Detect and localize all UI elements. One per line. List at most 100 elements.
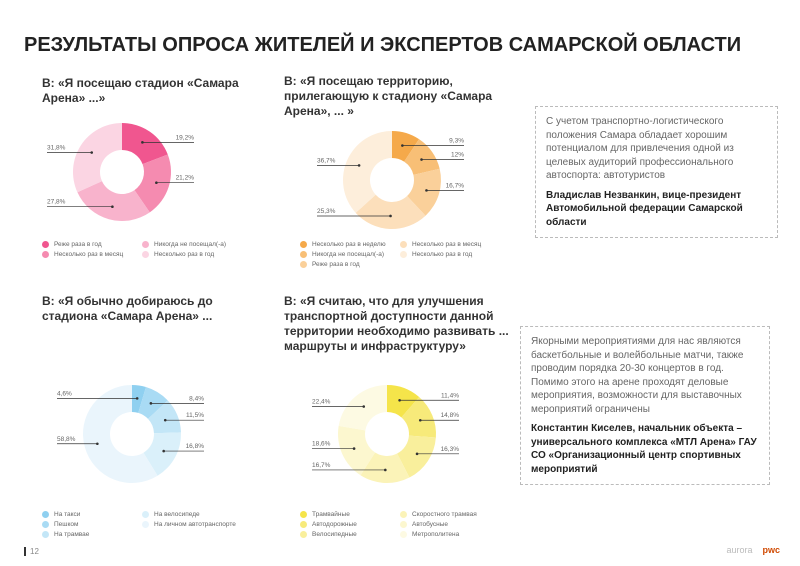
question-3: В: «Я обычно добираюсь до стадиона «Сама… (42, 294, 213, 323)
donut-slice (342, 131, 392, 213)
legend-label: Реже раза в год (54, 241, 102, 248)
legend-label: Автобусные (412, 521, 449, 528)
legend-swatch (42, 511, 49, 518)
partner-logos: aurora pwc (640, 545, 780, 555)
quote-1: С учетом транспортно-логистического поло… (535, 106, 778, 238)
legend-item: Автобусные (400, 520, 510, 529)
value-label: 58,8% (57, 436, 76, 443)
value-label: 21,2% (176, 175, 195, 182)
leader-dot (420, 158, 423, 161)
donut-slice (148, 400, 181, 434)
legend-swatch (300, 261, 307, 268)
leader-dot (389, 214, 392, 218)
value-label: 11,4% (441, 392, 459, 399)
question-1: В: «Я посещаю стадион «Самара Арена» ...… (42, 76, 239, 105)
donut-slice (404, 139, 440, 175)
leader-dot (352, 447, 356, 450)
value-label: 31,8% (47, 145, 66, 152)
leader-dot (141, 141, 144, 144)
legend-label: Велосипедные (312, 531, 357, 538)
value-label: 27,8% (47, 199, 66, 206)
legend-4: Трамвайные Скоростного трамвая Автодорожны… (300, 510, 510, 539)
leader-dot (135, 397, 139, 400)
value-label: 11,5% (186, 412, 204, 419)
legend-item: Несколько раз в месяц (400, 240, 510, 249)
value-label: 14,8% (441, 412, 460, 419)
legend-swatch (300, 531, 307, 538)
donut-slice (397, 435, 436, 478)
quote-1-text: С учетом транспортно-логистического поло… (546, 116, 734, 181)
legend-label: Пешком (54, 521, 79, 528)
value-label: 12% (451, 152, 464, 159)
legend-item: Несколько раз в неделю (300, 240, 400, 249)
legend-label: Автодорожные (312, 521, 357, 528)
legend-item: Никогда не посещал(-а) (142, 240, 252, 249)
page-title: РЕЗУЛЬТАТЫ ОПРОСА ЖИТЕЛЕЙ И ЭКСПЕРТОВ СА… (24, 34, 742, 56)
legend-label: Несколько раз в месяц (54, 251, 124, 258)
legend-swatch (42, 521, 49, 528)
donut-slice (138, 387, 168, 419)
legend-item: На личном автотранспорте (142, 520, 252, 529)
quote-2-text: Якорными мероприятиями для нас являются … (531, 336, 744, 415)
legend-swatch (42, 251, 49, 258)
legend-swatch (142, 511, 149, 518)
donut-slice (77, 181, 150, 221)
legend-label: Скоростного трамвая (412, 511, 477, 518)
value-label: 25,3% (317, 208, 336, 215)
donut-slice (338, 425, 376, 476)
value-label: 8,4% (189, 395, 204, 402)
donut-slice (360, 452, 410, 483)
donut-slice (387, 385, 420, 418)
value-label: 18,6% (312, 441, 331, 448)
leader-dot (155, 181, 158, 184)
legend-item: Пешком (42, 520, 142, 529)
legend-swatch (42, 531, 49, 538)
legend-swatch (42, 241, 49, 248)
donut-slice (143, 432, 181, 476)
legend-label: Несколько раз в неделю (312, 241, 386, 248)
legend-label: Метрополитена (412, 531, 460, 538)
legend-swatch (400, 251, 407, 258)
leader-dot (425, 189, 428, 192)
value-label: 16,3% (441, 446, 460, 453)
question-4: В: «Я считаю, что для улучшения транспор… (284, 294, 509, 353)
donut-slice (338, 385, 387, 431)
legend-item: Скоростного трамвая (400, 510, 510, 519)
legend-swatch (400, 521, 407, 528)
leader-dot (384, 468, 387, 472)
legend-item: Автодорожные (300, 520, 400, 529)
donut-slice (122, 123, 168, 165)
donut-slice (401, 396, 436, 438)
legend-item: Велосипедные (300, 530, 400, 539)
value-label: 4,6% (57, 390, 72, 397)
legend-item (400, 260, 510, 269)
question-2: В: «Я посещаю территорию, прилегающую к … (284, 74, 493, 118)
quote-2-author: Константин Киселев, начальник объекта – … (531, 423, 757, 475)
value-label: 36,7% (317, 157, 336, 164)
page-number: 12 (24, 547, 39, 556)
logo-pwc: pwc (762, 545, 780, 555)
donut-slice (82, 385, 158, 484)
donut-slice (134, 154, 171, 213)
legend-item: Трамвайные (300, 510, 400, 519)
donut-slice (407, 168, 441, 216)
leader-dot (401, 144, 404, 147)
donut-slice (132, 385, 146, 413)
legend-label: Никогда не посещал(-а) (154, 241, 227, 248)
donut-slice (392, 131, 420, 162)
legend-swatch (142, 521, 149, 528)
value-label: 16,7% (446, 182, 465, 189)
leader-dot (162, 449, 165, 453)
leader-dot (163, 418, 167, 422)
legend-2: Несколько раз в неделю Несколько раз в ме… (300, 240, 510, 269)
legend-label: На велосипеде (154, 511, 200, 518)
legend-item (142, 530, 252, 539)
leader-dot (357, 164, 361, 167)
legend-item: На трамвае (42, 530, 142, 539)
legend-item: Метрополитена (400, 530, 510, 539)
legend-label: Несколько раз в год (412, 251, 473, 258)
value-label: 16,7% (312, 462, 331, 469)
legend-item: Реже раза в год (42, 240, 142, 249)
legend-swatch (142, 241, 149, 248)
legend-label: На трамвае (54, 531, 90, 538)
